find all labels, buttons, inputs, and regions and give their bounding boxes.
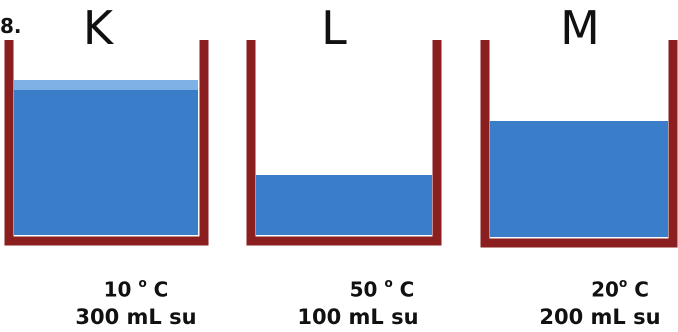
temp-value-k: 10 — [103, 277, 132, 302]
beaker-wall-k — [4, 40, 209, 246]
temp-unit-m: C — [634, 277, 649, 302]
volume-l: 100 mL su — [297, 304, 419, 329]
beaker-label-k: K — [82, 1, 114, 55]
caption-k: 10 o C 300 mL su — [36, 272, 236, 331]
temperature-k: 10 o C — [36, 272, 236, 303]
beaker-m — [480, 40, 678, 248]
beaker-k — [4, 40, 209, 246]
volume-k: 300 mL su — [75, 304, 197, 329]
degree-symbol-l: o — [384, 276, 393, 290]
water-k — [14, 80, 198, 235]
temp-value-l: 50 — [349, 277, 378, 302]
water-m — [490, 121, 668, 237]
temp-value-m: 20 — [591, 277, 619, 302]
temperature-m: 20o C — [500, 272, 678, 303]
degree-symbol-m: o — [618, 276, 628, 290]
beaker-wall-l — [246, 40, 442, 246]
caption-m: 20o C 200 mL su — [500, 272, 678, 331]
temp-unit-l: C — [399, 277, 415, 302]
beaker-wall-m — [480, 40, 678, 248]
volume-m: 200 mL su — [539, 304, 661, 329]
beaker-label-l: L — [321, 1, 347, 55]
degree-symbol-k: o — [138, 276, 147, 290]
question-number: 8. — [0, 14, 22, 38]
beaker-label-m: M — [560, 1, 600, 55]
temp-unit-k: C — [153, 277, 169, 302]
water-l — [256, 175, 432, 235]
beaker-l — [246, 40, 442, 246]
temperature-l: 50 o C — [258, 272, 458, 303]
water-surface-k — [14, 80, 198, 90]
caption-l: 50 o C 100 mL su — [258, 272, 458, 331]
